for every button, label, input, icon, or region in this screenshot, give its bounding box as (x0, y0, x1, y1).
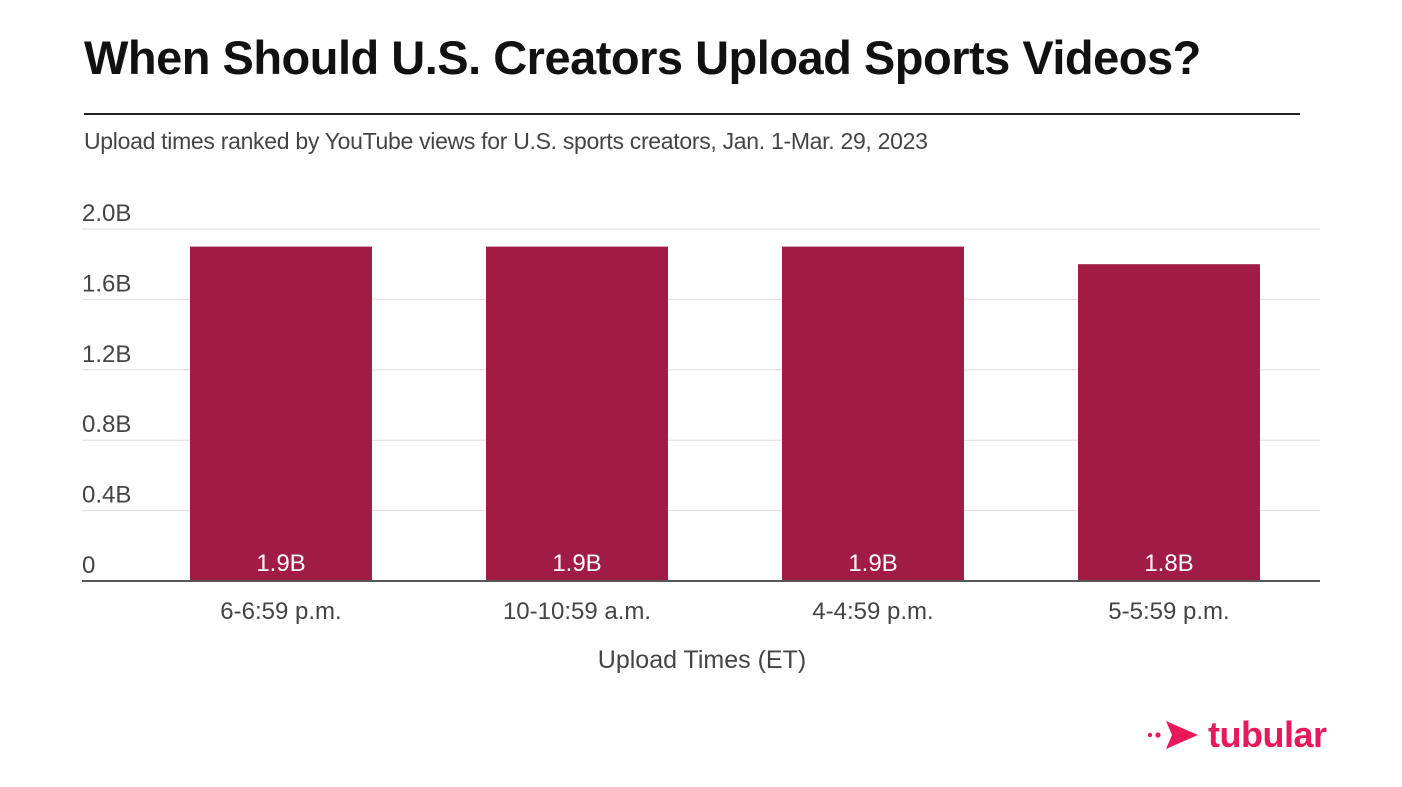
bar (486, 246, 668, 581)
tubular-logo: tubular (1146, 710, 1327, 760)
y-tick-label: 1.6B (82, 270, 131, 297)
bar-data-label: 1.9B (256, 550, 305, 577)
x-tick-label: 6-6:59 p.m. (220, 598, 341, 625)
bar (1078, 264, 1260, 581)
bar (190, 246, 372, 581)
y-tick-label: 0.8B (82, 411, 131, 438)
y-tick-label: 0.4B (82, 482, 131, 509)
y-tick-label: 0 (82, 552, 95, 579)
chart-title: When Should U.S. Creators Upload Sports … (84, 31, 1201, 84)
bar-data-label: 1.8B (1144, 550, 1193, 577)
x-tick-label: 10-10:59 a.m. (503, 598, 651, 625)
x-tick-label: 4-4:59 p.m. (812, 598, 933, 625)
brand-name: tubular (1208, 714, 1327, 755)
bar-data-label: 1.9B (848, 550, 897, 577)
arrow-logo-icon (1147, 721, 1198, 749)
title-divider (84, 113, 1300, 115)
x-axis-title: Upload Times (ET) (598, 646, 806, 674)
y-tick-label: 1.2B (82, 341, 131, 368)
bar (782, 246, 964, 581)
bar-data-label: 1.9B (552, 550, 601, 577)
chart-subtitle: Upload times ranked by YouTube views for… (84, 128, 928, 154)
x-tick-label: 5-5:59 p.m. (1108, 598, 1229, 625)
y-tick-label: 2.0B (82, 200, 131, 227)
